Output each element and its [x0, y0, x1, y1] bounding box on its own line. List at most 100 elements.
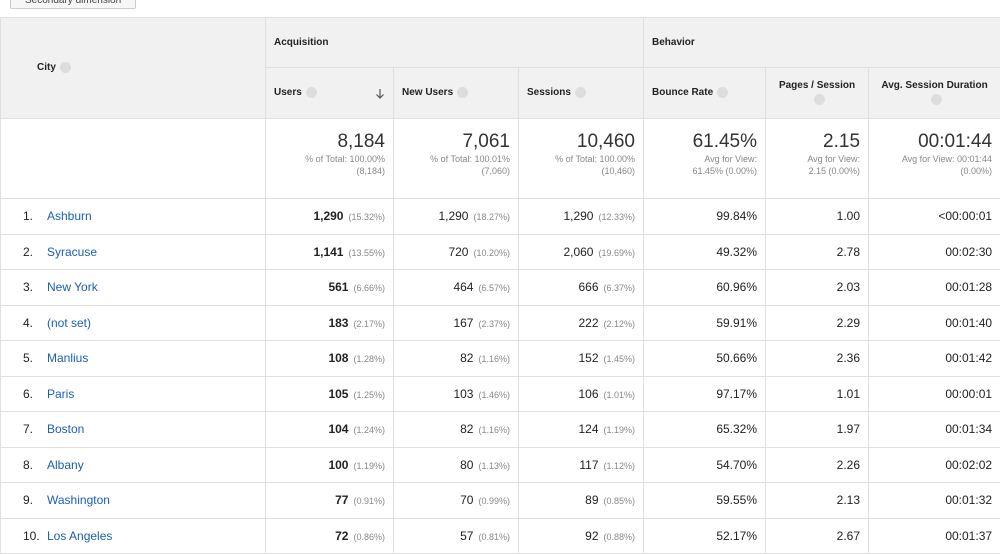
column-header[interactable]: Users: [266, 68, 394, 119]
metric-percent: (1.46%): [478, 390, 510, 400]
total-note: (10,460): [527, 165, 635, 177]
metric-cell: 100(1.19%): [266, 447, 394, 483]
metric-cell: 52.17%: [644, 518, 766, 554]
total-note: % of Total: 100.01%: [402, 153, 510, 165]
city-link[interactable]: Manlius: [47, 351, 88, 365]
metric-cell: 124(1.19%): [519, 412, 644, 448]
metric-percent: (19.69%): [598, 248, 635, 258]
city-link[interactable]: Syracuse: [47, 245, 97, 259]
metric-cell: 1,290(15.32%): [266, 199, 394, 235]
city-cell: 2.Syracuse: [1, 234, 266, 270]
help-icon: [931, 94, 942, 105]
metric-value: 80: [460, 458, 473, 472]
metric-value: 00:01:28: [945, 280, 992, 294]
metric-value: 2,060: [563, 245, 593, 259]
metric-cell: 65.32%: [644, 412, 766, 448]
column-header[interactable]: Bounce Rate: [644, 68, 766, 119]
metric-value: 124: [578, 422, 598, 436]
city-link[interactable]: (not set): [47, 316, 91, 330]
metric-percent: (1.28%): [353, 354, 385, 364]
metric-percent: (6.37%): [604, 283, 636, 293]
metric-cell: 1,141(13.55%): [266, 234, 394, 270]
metric-cell: 104(1.24%): [266, 412, 394, 448]
city-cell: 8.Albany: [1, 447, 266, 483]
city-link[interactable]: Washington: [47, 493, 110, 507]
city-link[interactable]: New York: [47, 280, 98, 294]
metric-percent: (0.91%): [353, 496, 385, 506]
metric-cell: 72(0.86%): [266, 518, 394, 554]
metric-cell: 2.36: [766, 341, 869, 377]
row-index: 1.: [23, 209, 47, 223]
metric-cell: 183(2.17%): [266, 305, 394, 341]
metric-cell: <00:00:01: [869, 199, 1000, 235]
metric-value: 59.55%: [716, 493, 757, 507]
metric-cell: 82(1.16%): [394, 341, 519, 377]
city-cell: 6.Paris: [1, 376, 266, 412]
total-value: 61.45%: [652, 131, 757, 153]
secondary-dimension-button[interactable]: Secondary dimension: [10, 0, 136, 9]
metric-cell: 00:01:28: [869, 270, 1000, 306]
help-icon: [306, 87, 317, 98]
metric-cell: 57(0.81%): [394, 518, 519, 554]
metric-value: 2.13: [837, 493, 860, 507]
metric-value: 183: [328, 316, 348, 330]
total-note: % of Total: 100.00%: [527, 153, 635, 165]
metric-value: 2.03: [837, 280, 860, 294]
row-index: 8.: [23, 458, 47, 472]
metric-cell: 60.96%: [644, 270, 766, 306]
metric-value: 54.70%: [716, 458, 757, 472]
metric-percent: (0.86%): [353, 532, 385, 542]
metric-value: 00:01:34: [945, 422, 992, 436]
metric-cell: 222(2.12%): [519, 305, 644, 341]
metric-cell: 82(1.16%): [394, 412, 519, 448]
row-index: 10.: [23, 529, 47, 543]
city-link[interactable]: Paris: [47, 387, 74, 401]
metric-value: 00:01:32: [945, 493, 992, 507]
metric-value: 82: [460, 351, 473, 365]
metric-value: 00:00:01: [945, 387, 992, 401]
city-link[interactable]: Ashburn: [47, 209, 92, 223]
column-label: Bounce Rate: [652, 88, 713, 99]
metric-cell: 666(6.37%): [519, 270, 644, 306]
column-header[interactable]: Sessions: [519, 68, 644, 119]
metric-value: 720: [448, 245, 468, 259]
metric-percent: (1.16%): [478, 425, 510, 435]
row-index: 3.: [23, 280, 47, 294]
metric-cell: 2.67: [766, 518, 869, 554]
column-header[interactable]: Pages / Session: [766, 68, 869, 119]
column-header[interactable]: Avg. Session Duration: [869, 68, 1000, 119]
metric-percent: (15.32%): [348, 212, 385, 222]
group-header: Behavior: [644, 18, 1000, 68]
city-link[interactable]: Boston: [47, 422, 84, 436]
metric-percent: (1.12%): [604, 461, 636, 471]
column-header[interactable]: New Users: [394, 68, 519, 119]
data-row: 4.(not set)183(2.17%)167(2.37%)222(2.12%…: [1, 305, 1000, 341]
metric-cell: 59.91%: [644, 305, 766, 341]
metric-percent: (12.33%): [598, 212, 635, 222]
total-value: 7,061: [402, 131, 510, 153]
metric-percent: (0.99%): [478, 496, 510, 506]
metric-value: 57: [460, 529, 473, 543]
city-cell: 10.Los Angeles: [1, 518, 266, 554]
metric-value: 92: [585, 529, 598, 543]
metric-cell: 167(2.37%): [394, 305, 519, 341]
help-icon: [717, 87, 728, 98]
row-index: 2.: [23, 245, 47, 259]
total-note: Avg for View: 00:01:44: [877, 153, 992, 165]
metric-value: 52.17%: [716, 529, 757, 543]
metric-value: 59.91%: [716, 316, 757, 330]
column-label: Pages / Session: [779, 80, 855, 91]
city-link[interactable]: Los Angeles: [47, 529, 112, 543]
row-index: 5.: [23, 351, 47, 365]
metric-value: 00:02:30: [945, 245, 992, 259]
total-note: (0.00%): [877, 165, 992, 177]
metric-value: 1.00: [837, 209, 860, 223]
city-link[interactable]: Albany: [47, 458, 84, 472]
